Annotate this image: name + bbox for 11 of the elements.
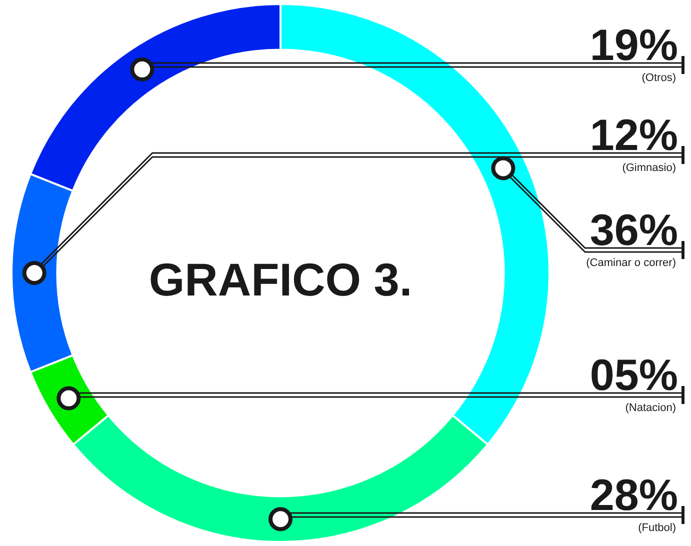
data-label: 19% [590,21,678,70]
slice-label: (Gimnasio) [622,162,676,174]
slice-label: (Otros) [642,72,676,84]
slice-label: (Natacion) [625,402,676,414]
data-label: 12% [590,111,678,160]
text: GRAFICO 3. [148,254,412,306]
data-label: 05% [590,351,678,400]
data-label: 28% [590,471,678,520]
data-label: 36% [590,206,678,255]
slice-label: (Caminar o correr) [586,257,676,269]
slice-label: (Futbol) [638,522,676,534]
